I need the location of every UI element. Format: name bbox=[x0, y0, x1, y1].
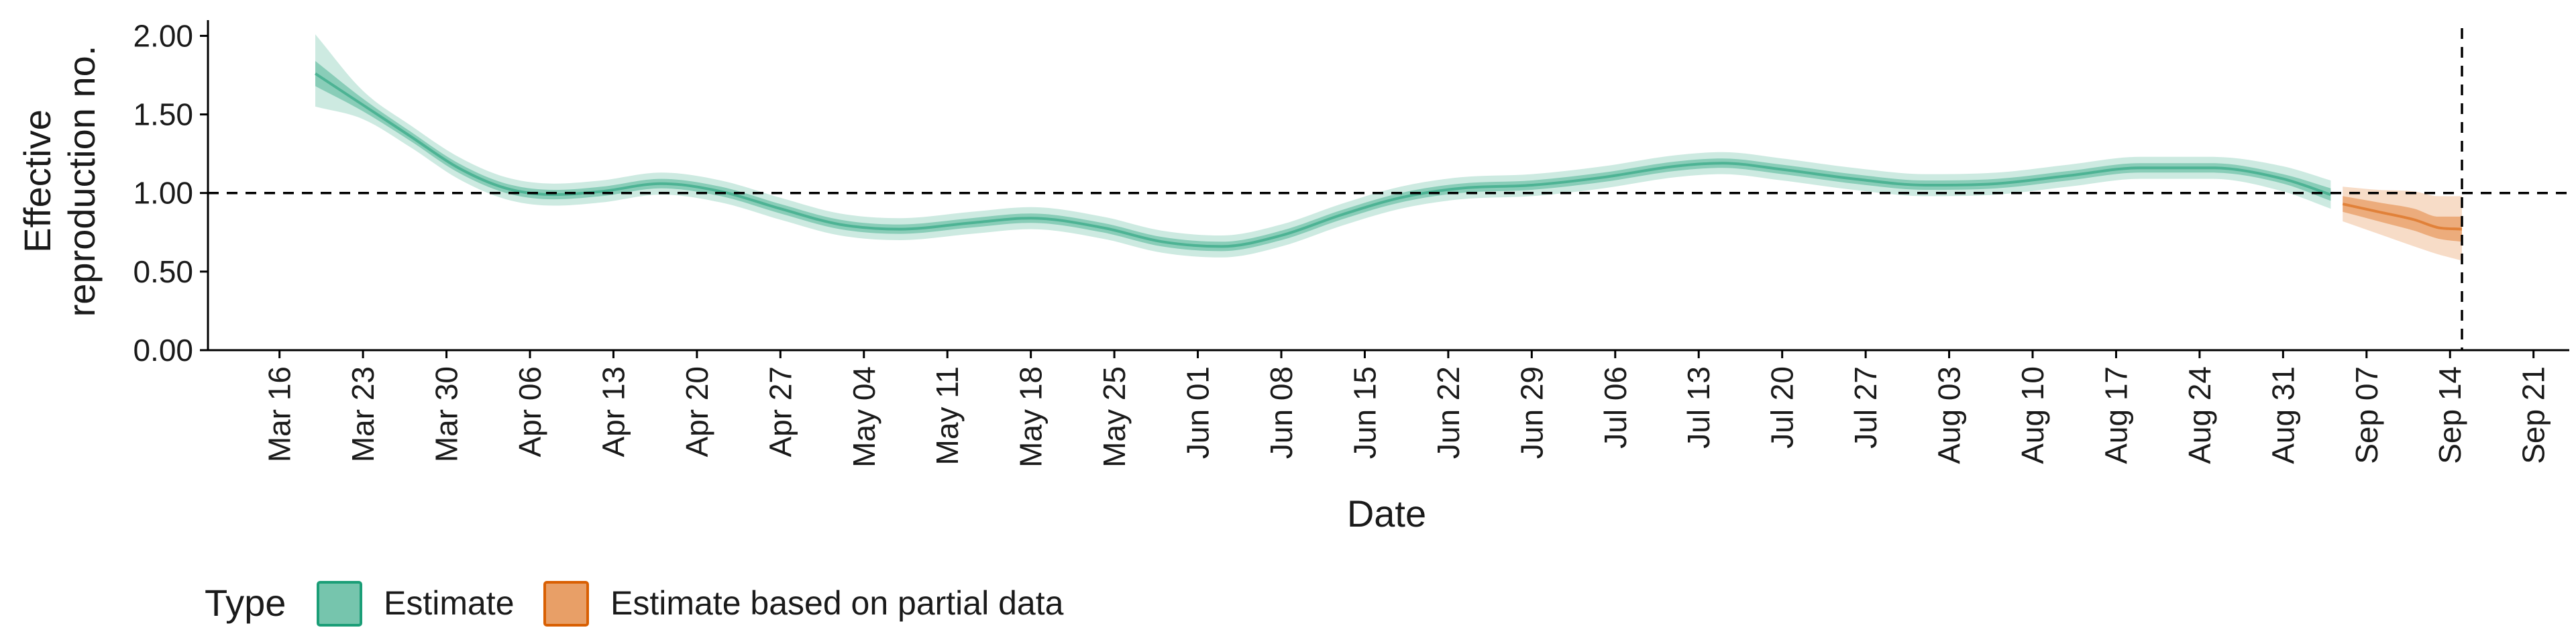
x-tick-label: Jul 06 bbox=[1598, 366, 1633, 449]
x-axis-title: Date bbox=[1347, 492, 1426, 535]
legend-label-partial: Estimate based on partial data bbox=[610, 584, 1064, 622]
x-tick-label: Sep 21 bbox=[2516, 366, 2551, 464]
series-estimate bbox=[314, 34, 2332, 258]
x-tick-label: Mar 30 bbox=[429, 366, 464, 462]
x-tick-label: Aug 17 bbox=[2098, 366, 2133, 464]
x-tick-label: Jun 22 bbox=[1431, 366, 1466, 459]
legend-key-partial bbox=[543, 581, 589, 627]
x-tick-label: Apr 13 bbox=[596, 366, 631, 458]
x-tick-label: May 04 bbox=[847, 366, 881, 468]
x-tick-label: Sep 07 bbox=[2349, 366, 2384, 464]
x-tick-label: Apr 06 bbox=[513, 366, 547, 458]
x-tick-label: Jun 15 bbox=[1347, 366, 1382, 459]
x-tick-label: Sep 14 bbox=[2432, 366, 2467, 464]
x-tick-label: Jun 08 bbox=[1264, 366, 1299, 459]
series-partial bbox=[2342, 186, 2463, 261]
x-tick-label: Mar 23 bbox=[345, 366, 380, 462]
y-axis: 0.00 0.50 1.00 1.50 2.00 bbox=[133, 18, 209, 368]
ci90-band bbox=[2343, 186, 2462, 261]
ci90-band bbox=[315, 34, 2331, 258]
median-line bbox=[2342, 203, 2463, 231]
y-tick-label: 2.00 bbox=[133, 18, 193, 53]
legend: Type Estimate Estimate based on partial … bbox=[205, 581, 1064, 627]
legend-item-partial: Estimate based on partial data bbox=[543, 581, 1064, 627]
x-tick-label: Apr 20 bbox=[680, 366, 714, 458]
x-tick-label: Jul 27 bbox=[1848, 366, 1883, 449]
x-tick-label: May 18 bbox=[1014, 366, 1049, 468]
x-tick-label: Jul 20 bbox=[1765, 366, 1800, 449]
x-tick-label: Mar 16 bbox=[262, 366, 297, 462]
x-tick-label: Jun 01 bbox=[1181, 366, 1216, 459]
x-tick-label: Jun 29 bbox=[1514, 366, 1549, 459]
x-tick-label: Aug 31 bbox=[2265, 366, 2300, 464]
x-tick-label: Aug 03 bbox=[1932, 366, 1967, 464]
x-tick-label: Jul 13 bbox=[1681, 366, 1716, 449]
x-tick-label: May 11 bbox=[930, 366, 965, 465]
legend-item-estimate: Estimate bbox=[317, 581, 515, 627]
legend-label-estimate: Estimate bbox=[384, 584, 515, 622]
y-tick-label: 0.50 bbox=[133, 254, 193, 289]
x-tick-label: Aug 10 bbox=[2015, 366, 2050, 464]
legend-title: Type bbox=[205, 582, 286, 624]
x-axis: Mar 16 Mar 23 Mar 30 Apr 06 Apr 13 Apr 20 Apr … bbox=[208, 349, 2569, 468]
y-tick-label: 1.50 bbox=[133, 97, 193, 132]
y-axis-title-line-1: Effective bbox=[16, 109, 58, 253]
legend-key-estimate bbox=[317, 581, 362, 627]
y-axis-title-line-2: reproduction no. bbox=[60, 46, 103, 317]
median-line bbox=[314, 72, 2332, 248]
x-tick-label: May 25 bbox=[1097, 366, 1132, 468]
x-tick-label: Aug 24 bbox=[2182, 366, 2217, 464]
x-tick-label: Apr 27 bbox=[763, 366, 798, 458]
y-tick-label: 1.00 bbox=[133, 176, 193, 211]
y-tick-label: 0.00 bbox=[133, 333, 193, 368]
ci50-band bbox=[2343, 196, 2462, 242]
plot-panel bbox=[208, 28, 2569, 350]
